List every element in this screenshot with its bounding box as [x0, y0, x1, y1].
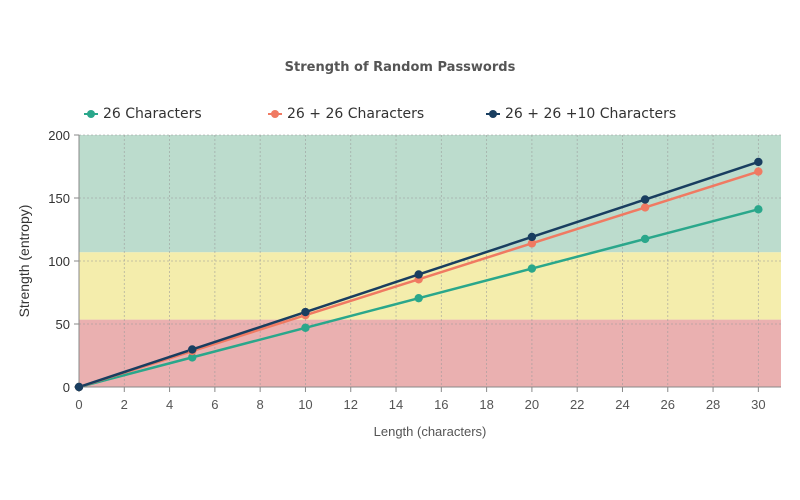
x-axis-label: Length (characters)	[374, 424, 487, 439]
data-point-series-3[interactable]	[640, 195, 650, 204]
data-point-series-3[interactable]	[74, 382, 84, 392]
x-tick-label: 30	[751, 397, 765, 412]
x-tick-label: 18	[479, 397, 493, 412]
data-point-series-1[interactable]	[301, 323, 310, 332]
background-bands	[79, 135, 781, 387]
y-tick-label: 150	[48, 191, 70, 206]
legend-item-series-1[interactable]: 26 Characters	[84, 106, 202, 122]
legend-marker-icon	[84, 109, 98, 119]
legend-label: 26 Characters	[103, 106, 202, 122]
y-tick-label: 0	[63, 380, 70, 395]
series-lines	[74, 157, 763, 392]
x-tick-label: 6	[211, 397, 218, 412]
legend-label: 26 + 26 +10 Characters	[505, 106, 677, 122]
x-tick-label: 28	[706, 397, 720, 412]
legend-dot-icon	[271, 110, 279, 118]
x-tick-label: 8	[257, 397, 264, 412]
legend-label: 26 + 26 Characters	[287, 106, 425, 122]
band-1	[79, 252, 781, 320]
x-tick-label: 16	[434, 397, 448, 412]
data-point-series-3[interactable]	[527, 232, 537, 242]
data-point-series-3[interactable]	[301, 307, 310, 317]
chart-title: Strength of Random Passwords	[284, 60, 516, 75]
legend-dot-icon	[87, 110, 95, 118]
x-tick-label: 14	[389, 397, 403, 412]
data-point-series-2[interactable]	[754, 167, 763, 176]
data-point-series-1[interactable]	[414, 293, 423, 303]
data-point-series-2[interactable]	[640, 203, 650, 212]
legend-item-series-3[interactable]: 26 + 26 +10 Characters	[486, 106, 676, 122]
x-tick-label: 24	[615, 397, 629, 412]
legend-item-series-2[interactable]: 26 + 26 Characters	[268, 106, 424, 122]
legend-marker-icon	[486, 109, 500, 119]
y-axis-label: Strength (entropy)	[16, 205, 32, 318]
x-tick-label: 10	[298, 397, 312, 412]
data-point-series-1[interactable]	[188, 353, 197, 362]
data-point-series-1[interactable]	[754, 205, 763, 214]
y-tick-label: 200	[48, 128, 70, 143]
x-tick-label: 20	[525, 397, 539, 412]
band-0	[79, 319, 781, 387]
grid-lines	[79, 134, 781, 387]
legend-marker-icon	[268, 109, 282, 119]
band-2	[79, 135, 781, 253]
data-point-series-2[interactable]	[527, 239, 537, 248]
x-tick-label: 0	[75, 397, 82, 412]
y-tick-label: 50	[56, 317, 70, 332]
x-tick-label: 2	[121, 397, 128, 412]
data-point-series-3[interactable]	[188, 345, 197, 354]
axes: Length (characters) Strength (entropy) 0…	[16, 128, 781, 439]
x-tick-label: 4	[166, 397, 173, 412]
data-point-series-1[interactable]	[527, 264, 537, 273]
data-point-series-3[interactable]	[414, 270, 423, 279]
data-point-series-1[interactable]	[640, 234, 650, 244]
x-tick-label: 12	[344, 397, 358, 412]
y-tick-label: 100	[48, 254, 70, 269]
x-tick-label: 26	[661, 397, 675, 412]
x-tick-label: 22	[570, 397, 584, 412]
legend-dot-icon	[489, 110, 497, 118]
data-point-series-3[interactable]	[754, 157, 763, 167]
